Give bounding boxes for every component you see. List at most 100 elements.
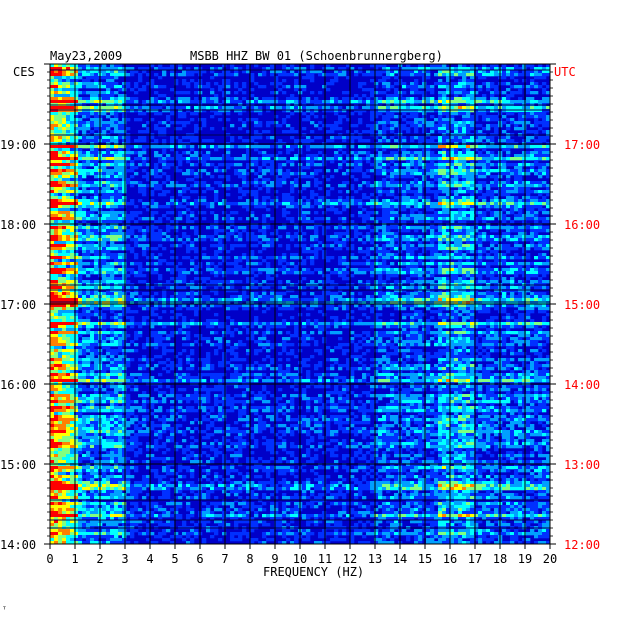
- spectrogram-cell: [510, 235, 515, 239]
- spectrogram-cell: [390, 223, 395, 227]
- spectrogram-cell: [318, 127, 323, 131]
- spectrogram-cell: [282, 214, 287, 218]
- spectrogram-cell: [102, 247, 107, 251]
- spectrogram-cell: [530, 100, 535, 104]
- spectrogram-cell: [334, 100, 339, 104]
- spectrogram-cell: [246, 148, 251, 152]
- spectrogram-cell: [286, 235, 291, 239]
- spectrogram-cell: [206, 163, 211, 167]
- spectrogram-cell: [490, 169, 495, 173]
- spectrogram-cell: [402, 124, 407, 128]
- spectrogram-cell: [458, 106, 463, 110]
- y-tick-right-17: 17:00: [564, 138, 601, 152]
- spectrogram-cell: [154, 85, 159, 89]
- spectrogram-cell: [82, 121, 87, 125]
- spectrogram-cell: [178, 64, 183, 68]
- spectrogram-cell: [446, 250, 451, 254]
- spectrogram-cell: [490, 184, 495, 188]
- spectrogram-cell: [478, 238, 483, 242]
- spectrogram-cell: [294, 253, 299, 257]
- spectrogram-cell: [150, 226, 155, 230]
- spectrogram-cell: [194, 232, 199, 236]
- spectrogram-cell: [362, 82, 367, 86]
- spectrogram-cell: [78, 190, 83, 194]
- spectrogram-cell: [106, 139, 111, 143]
- spectrogram-cell: [430, 145, 435, 149]
- spectrogram-cell: [122, 100, 127, 104]
- spectrogram-cell: [378, 217, 383, 221]
- spectrogram-cell: [158, 175, 163, 179]
- spectrogram-cell: [502, 109, 507, 113]
- spectrogram-cell: [90, 202, 95, 206]
- spectrogram-cell: [218, 169, 223, 173]
- spectrogram-cell: [446, 97, 451, 101]
- spectrogram-cell: [466, 94, 471, 98]
- spectrogram-cell: [122, 130, 127, 134]
- spectrogram-cell: [526, 91, 531, 95]
- spectrogram-cell: [86, 136, 91, 140]
- spectrogram-cell: [402, 163, 407, 167]
- spectrogram-cell: [54, 244, 59, 248]
- spectrogram-cell: [430, 247, 435, 251]
- spectrogram-cell: [58, 73, 63, 77]
- spectrogram-cell: [358, 160, 363, 164]
- spectrogram-cell: [418, 193, 423, 197]
- spectrogram-cell: [506, 196, 511, 200]
- spectrogram-cell: [102, 166, 107, 170]
- spectrogram-cell: [290, 67, 295, 71]
- spectrogram-cell: [302, 247, 307, 251]
- spectrogram-cell: [426, 70, 431, 74]
- spectrogram-cell: [326, 130, 331, 134]
- spectrogram-cell: [174, 223, 179, 227]
- spectrogram-cell: [82, 169, 87, 173]
- spectrogram-cell: [78, 82, 83, 86]
- spectrogram-cell: [526, 235, 531, 239]
- spectrogram-cell: [522, 226, 527, 230]
- spectrogram-cell: [74, 70, 79, 74]
- spectrogram-cell: [490, 145, 495, 149]
- spectrogram-cell: [378, 112, 383, 116]
- spectrogram-cell: [70, 85, 75, 89]
- spectrogram-cell: [250, 232, 255, 236]
- spectrogram-cell: [130, 169, 135, 173]
- spectrogram-cell: [378, 70, 383, 74]
- spectrogram-cell: [302, 202, 307, 206]
- spectrogram-cell: [66, 130, 71, 134]
- spectrogram-cell: [506, 175, 511, 179]
- spectrogram-cell: [126, 181, 131, 185]
- spectrogram-cell: [102, 250, 107, 254]
- spectrogram-cell: [114, 232, 119, 236]
- spectrogram-cell: [78, 109, 83, 113]
- spectrogram-cell: [346, 157, 351, 161]
- spectrogram-cell: [338, 235, 343, 239]
- spectrogram-cell: [334, 169, 339, 173]
- spectrogram-cell: [446, 160, 451, 164]
- spectrogram-cell: [50, 79, 55, 83]
- spectrogram-cell: [546, 97, 551, 101]
- spectrogram-cell: [434, 211, 439, 215]
- spectrogram-cell: [50, 163, 55, 167]
- spectrogram-cell: [462, 109, 467, 113]
- spectrogram-cell: [162, 151, 167, 155]
- spectrogram-cell: [434, 253, 439, 257]
- spectrogram-cell: [66, 247, 71, 251]
- spectrogram-cell: [202, 235, 207, 239]
- spectrogram-cell: [382, 166, 387, 170]
- spectrogram-cell: [118, 217, 123, 221]
- spectrogram-cell: [542, 181, 547, 185]
- spectrogram-cell: [502, 148, 507, 152]
- spectrogram-cell: [66, 76, 71, 80]
- spectrogram-cell: [182, 121, 187, 125]
- spectrogram-cell: [322, 67, 327, 71]
- spectrogram-cell: [442, 172, 447, 176]
- spectrogram-cell: [266, 196, 271, 200]
- spectrogram-cell: [450, 205, 455, 209]
- spectrogram-cell: [270, 73, 275, 77]
- spectrogram-cell: [78, 223, 83, 227]
- spectrogram-cell: [226, 175, 231, 179]
- spectrogram-cell: [534, 118, 539, 122]
- spectrogram-cell: [518, 217, 523, 221]
- spectrogram-cell: [466, 130, 471, 134]
- spectrogram-cell: [522, 79, 527, 83]
- spectrogram-cell: [118, 100, 123, 104]
